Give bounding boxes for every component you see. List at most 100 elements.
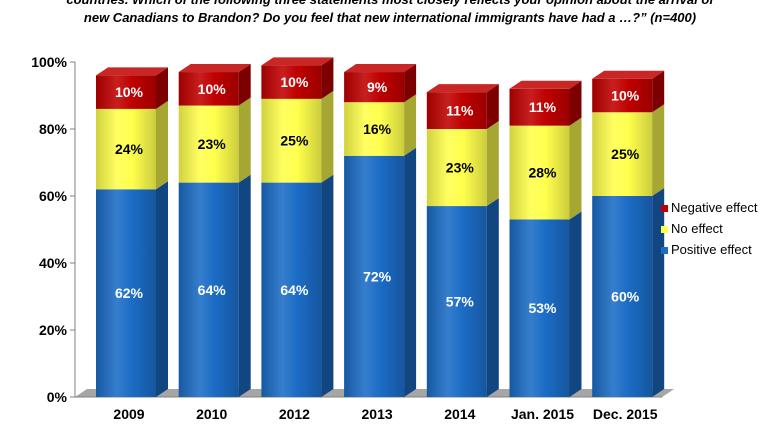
- legend-label: Negative effect: [671, 200, 758, 215]
- bar-segment-front: [592, 112, 653, 196]
- bar-segment-front: [509, 125, 570, 220]
- bar-segment-front: [426, 92, 487, 129]
- x-tick-label: 2012: [279, 406, 310, 422]
- bar-segment: [261, 90, 334, 183]
- x-tick-label: Dec. 2015: [593, 406, 658, 422]
- bar-segment-front: [592, 196, 653, 397]
- bar-segment: [592, 104, 665, 196]
- bar-segment-label: 62%: [115, 285, 144, 301]
- bar-segment-side: [321, 90, 334, 183]
- bar-segment-side: [569, 117, 582, 220]
- bar-segment-label: 10%: [280, 74, 309, 90]
- bar-segment-label: 11%: [529, 99, 557, 115]
- bar-segment-front: [344, 102, 405, 156]
- bar-segment: [96, 181, 168, 397]
- bar-top-face: [426, 84, 499, 93]
- bar-top-face: [178, 64, 251, 73]
- bar-segment: [592, 70, 665, 113]
- bar-segment-label: 28%: [528, 165, 557, 181]
- y-tick-label: 100%: [31, 54, 67, 70]
- bar-segment-front: [426, 206, 487, 397]
- legend-swatch: [661, 247, 668, 254]
- bar-segment-side: [652, 70, 665, 113]
- bar-segment-front: [426, 129, 487, 207]
- y-tick-label: 60%: [39, 188, 68, 204]
- bar-segment-side: [238, 174, 251, 397]
- bar-segment-label: 64%: [198, 282, 227, 298]
- legend-label: No effect: [671, 221, 723, 236]
- bar-segment-label: 10%: [611, 88, 640, 104]
- bar-segment-side: [652, 188, 665, 397]
- bar-segment-side: [486, 198, 499, 397]
- y-tick-label: 40%: [39, 255, 68, 271]
- bar-segment-front: [178, 105, 239, 183]
- bar-segment-label: 10%: [115, 84, 144, 100]
- bar-segment: [426, 121, 499, 207]
- bar-segment-side: [486, 84, 499, 129]
- y-tick-label: 20%: [39, 322, 68, 338]
- bar-segment-label: 24%: [115, 141, 144, 157]
- bar-segment: [592, 188, 665, 397]
- bar-segment: [178, 64, 251, 106]
- bar-segment-front: [592, 78, 653, 113]
- bar-segment-label: 25%: [611, 146, 640, 162]
- bar-segment-front: [509, 219, 570, 397]
- bar-segment: [509, 211, 582, 397]
- bar-top-face: [96, 67, 168, 76]
- legend-item: No effect: [661, 221, 723, 236]
- bar-segment-label: 16%: [363, 121, 392, 137]
- bar-segment-side: [569, 211, 582, 397]
- legend-swatch: [661, 226, 668, 233]
- bar-segment-label: 64%: [280, 282, 309, 298]
- bar-segment-side: [569, 80, 582, 126]
- bar-segment-side: [238, 97, 251, 183]
- bar-segment: [96, 100, 168, 190]
- bar-top-face: [592, 70, 665, 79]
- legend-swatch: [661, 205, 668, 212]
- bar-segment-side: [321, 57, 334, 99]
- bar-segment-front: [261, 182, 322, 397]
- chart-subtitle: countries. Which of the following three …: [0, 0, 780, 27]
- bar-segment-front: [509, 88, 570, 126]
- x-tick-label: 2010: [196, 406, 227, 422]
- bar-segment-label: 57%: [446, 294, 475, 310]
- bar-segment-side: [156, 181, 168, 397]
- bar-segment-front: [96, 189, 156, 397]
- bar-top-face: [344, 64, 417, 73]
- bar-segment-side: [404, 147, 417, 397]
- bar-segment-side: [238, 64, 251, 106]
- bar-segment-side: [321, 174, 334, 397]
- x-tick-label: 2013: [362, 406, 393, 422]
- bar-segment: [261, 174, 334, 397]
- bar-segment-label: 9%: [367, 79, 388, 95]
- bar-segment-label: 11%: [446, 103, 474, 119]
- bar-segment-front: [261, 65, 322, 99]
- bar-segment-front: [344, 155, 405, 397]
- bar-segment-front: [344, 72, 405, 103]
- bar-segment: [344, 94, 417, 156]
- bar-segment: [96, 67, 168, 109]
- bar-segment-label: 10%: [198, 81, 227, 97]
- x-tick-label: 2009: [113, 406, 144, 422]
- bar-segment-label: 25%: [280, 133, 309, 149]
- x-tick-label: 2014: [444, 406, 475, 422]
- bar-segment-side: [156, 100, 168, 190]
- bar-segment-side: [404, 64, 417, 103]
- bar-top-face: [261, 57, 334, 66]
- bar-segment-front: [96, 108, 156, 190]
- bar-segment-label: 23%: [446, 160, 475, 176]
- bar-segment-label: 72%: [363, 268, 392, 284]
- legend-item: Negative effect: [661, 200, 758, 215]
- legend-item: Positive effect: [661, 242, 752, 257]
- bar-segment: [426, 198, 499, 397]
- chart-subtitle-line-1: countries. Which of the following three …: [0, 0, 780, 9]
- bar-segment-front: [178, 182, 239, 397]
- y-tick-label: 0%: [47, 389, 68, 405]
- bar-segment-front: [261, 98, 322, 183]
- bar-segment-side: [156, 67, 168, 109]
- bar-segment: [344, 64, 417, 103]
- legend-label: Positive effect: [671, 242, 752, 257]
- bar-segment-side: [486, 121, 499, 207]
- bar-segment: [509, 80, 582, 126]
